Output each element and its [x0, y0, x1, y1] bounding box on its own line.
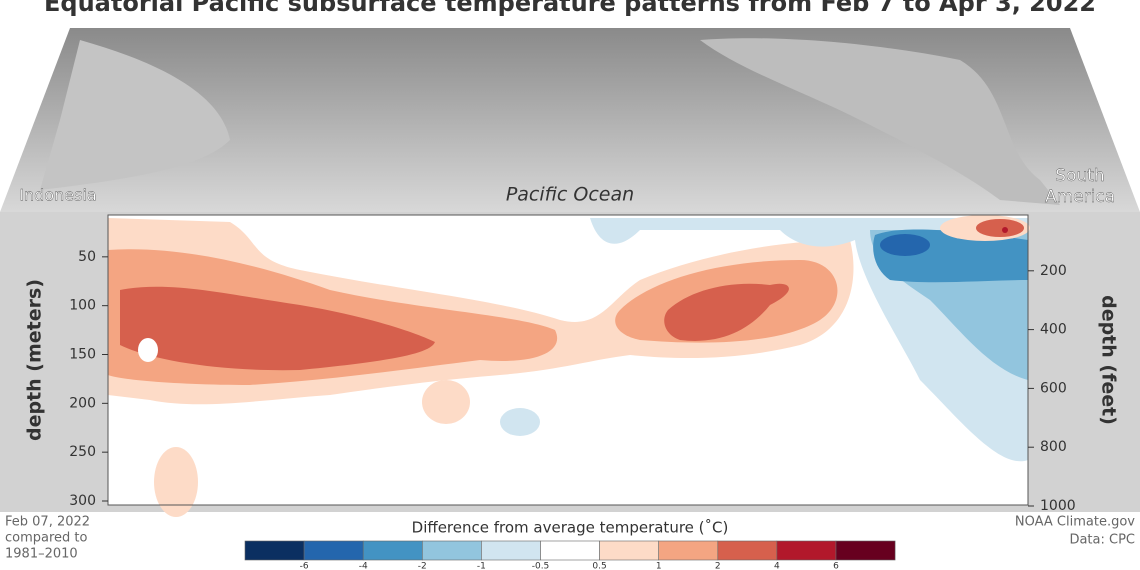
y-tick-label: 200 — [69, 395, 96, 411]
map-label: South — [1055, 166, 1104, 186]
colorbar-tick-label: -0.5 — [532, 562, 550, 570]
colorbar-swatch — [303, 540, 364, 561]
colorbar-swatch — [835, 540, 896, 561]
y2-tick-label: 400 — [1040, 322, 1067, 338]
colorbar-tick-label: 0.5 — [592, 562, 606, 570]
colorbar-tick-label: 1 — [656, 562, 662, 570]
colorbar-swatch — [776, 540, 837, 561]
map-label: Indonesia — [19, 186, 96, 205]
land-americas — [700, 38, 1060, 206]
contour — [664, 283, 789, 341]
y2-tick-label: 200 — [1040, 263, 1067, 279]
colorbar-tick-label: 4 — [774, 562, 780, 570]
plot-area — [107, 214, 1030, 517]
date-note: compared to — [5, 531, 88, 546]
contour — [880, 234, 930, 256]
axis-label: depth (feet) — [1098, 295, 1120, 425]
y2-tick-label: 600 — [1040, 380, 1067, 396]
colorbar-swatch — [658, 540, 719, 561]
y2-tick-label: 800 — [1040, 439, 1067, 455]
colorbar-title: Difference from average temperature (˚C) — [412, 519, 729, 537]
colorbar-swatch — [717, 540, 778, 561]
plot-border — [107, 214, 1029, 506]
contour — [154, 447, 198, 517]
colorbar-swatch — [481, 540, 541, 561]
contour — [422, 380, 470, 424]
colorbar-tick-label: -1 — [477, 562, 486, 570]
contour — [500, 408, 540, 436]
y-tick-label: 250 — [69, 444, 96, 460]
land-asia — [40, 40, 230, 190]
date-note: Feb 07, 2022 — [5, 515, 90, 530]
colorbar-tick-label: -4 — [359, 562, 368, 570]
colorbar-tick-label: 6 — [833, 562, 839, 570]
colorbar-tick-label: -6 — [300, 562, 309, 570]
contour — [976, 219, 1024, 237]
y-tick-label: 50 — [78, 249, 96, 265]
map-label: America — [1045, 187, 1115, 207]
credit: NOAA Climate.gov — [1015, 515, 1135, 530]
colorbar-swatch — [599, 540, 659, 561]
axis-label: depth (meters) — [24, 279, 46, 441]
title: Equatorial Pacific subsurface temperatur… — [44, 0, 1096, 17]
map-label: Pacific Ocean — [506, 184, 634, 206]
contour — [1002, 227, 1008, 233]
colorbar-swatch — [244, 540, 305, 561]
date-note: 1981–2010 — [5, 547, 78, 562]
y2-tick-label: 1000 — [1040, 498, 1076, 514]
colorbar-swatch — [421, 540, 482, 561]
credit: Data: CPC — [1069, 533, 1135, 548]
y-tick-label: 100 — [69, 298, 96, 314]
colorbar-swatch — [540, 540, 600, 561]
contour — [138, 338, 158, 362]
y-tick-label: 150 — [69, 347, 96, 363]
colorbar-tick-label: -2 — [418, 562, 427, 570]
y-tick-label: 300 — [69, 493, 96, 509]
contour — [120, 286, 435, 371]
colorbar-tick-label: 2 — [715, 562, 721, 570]
colorbar-swatch — [362, 540, 423, 561]
